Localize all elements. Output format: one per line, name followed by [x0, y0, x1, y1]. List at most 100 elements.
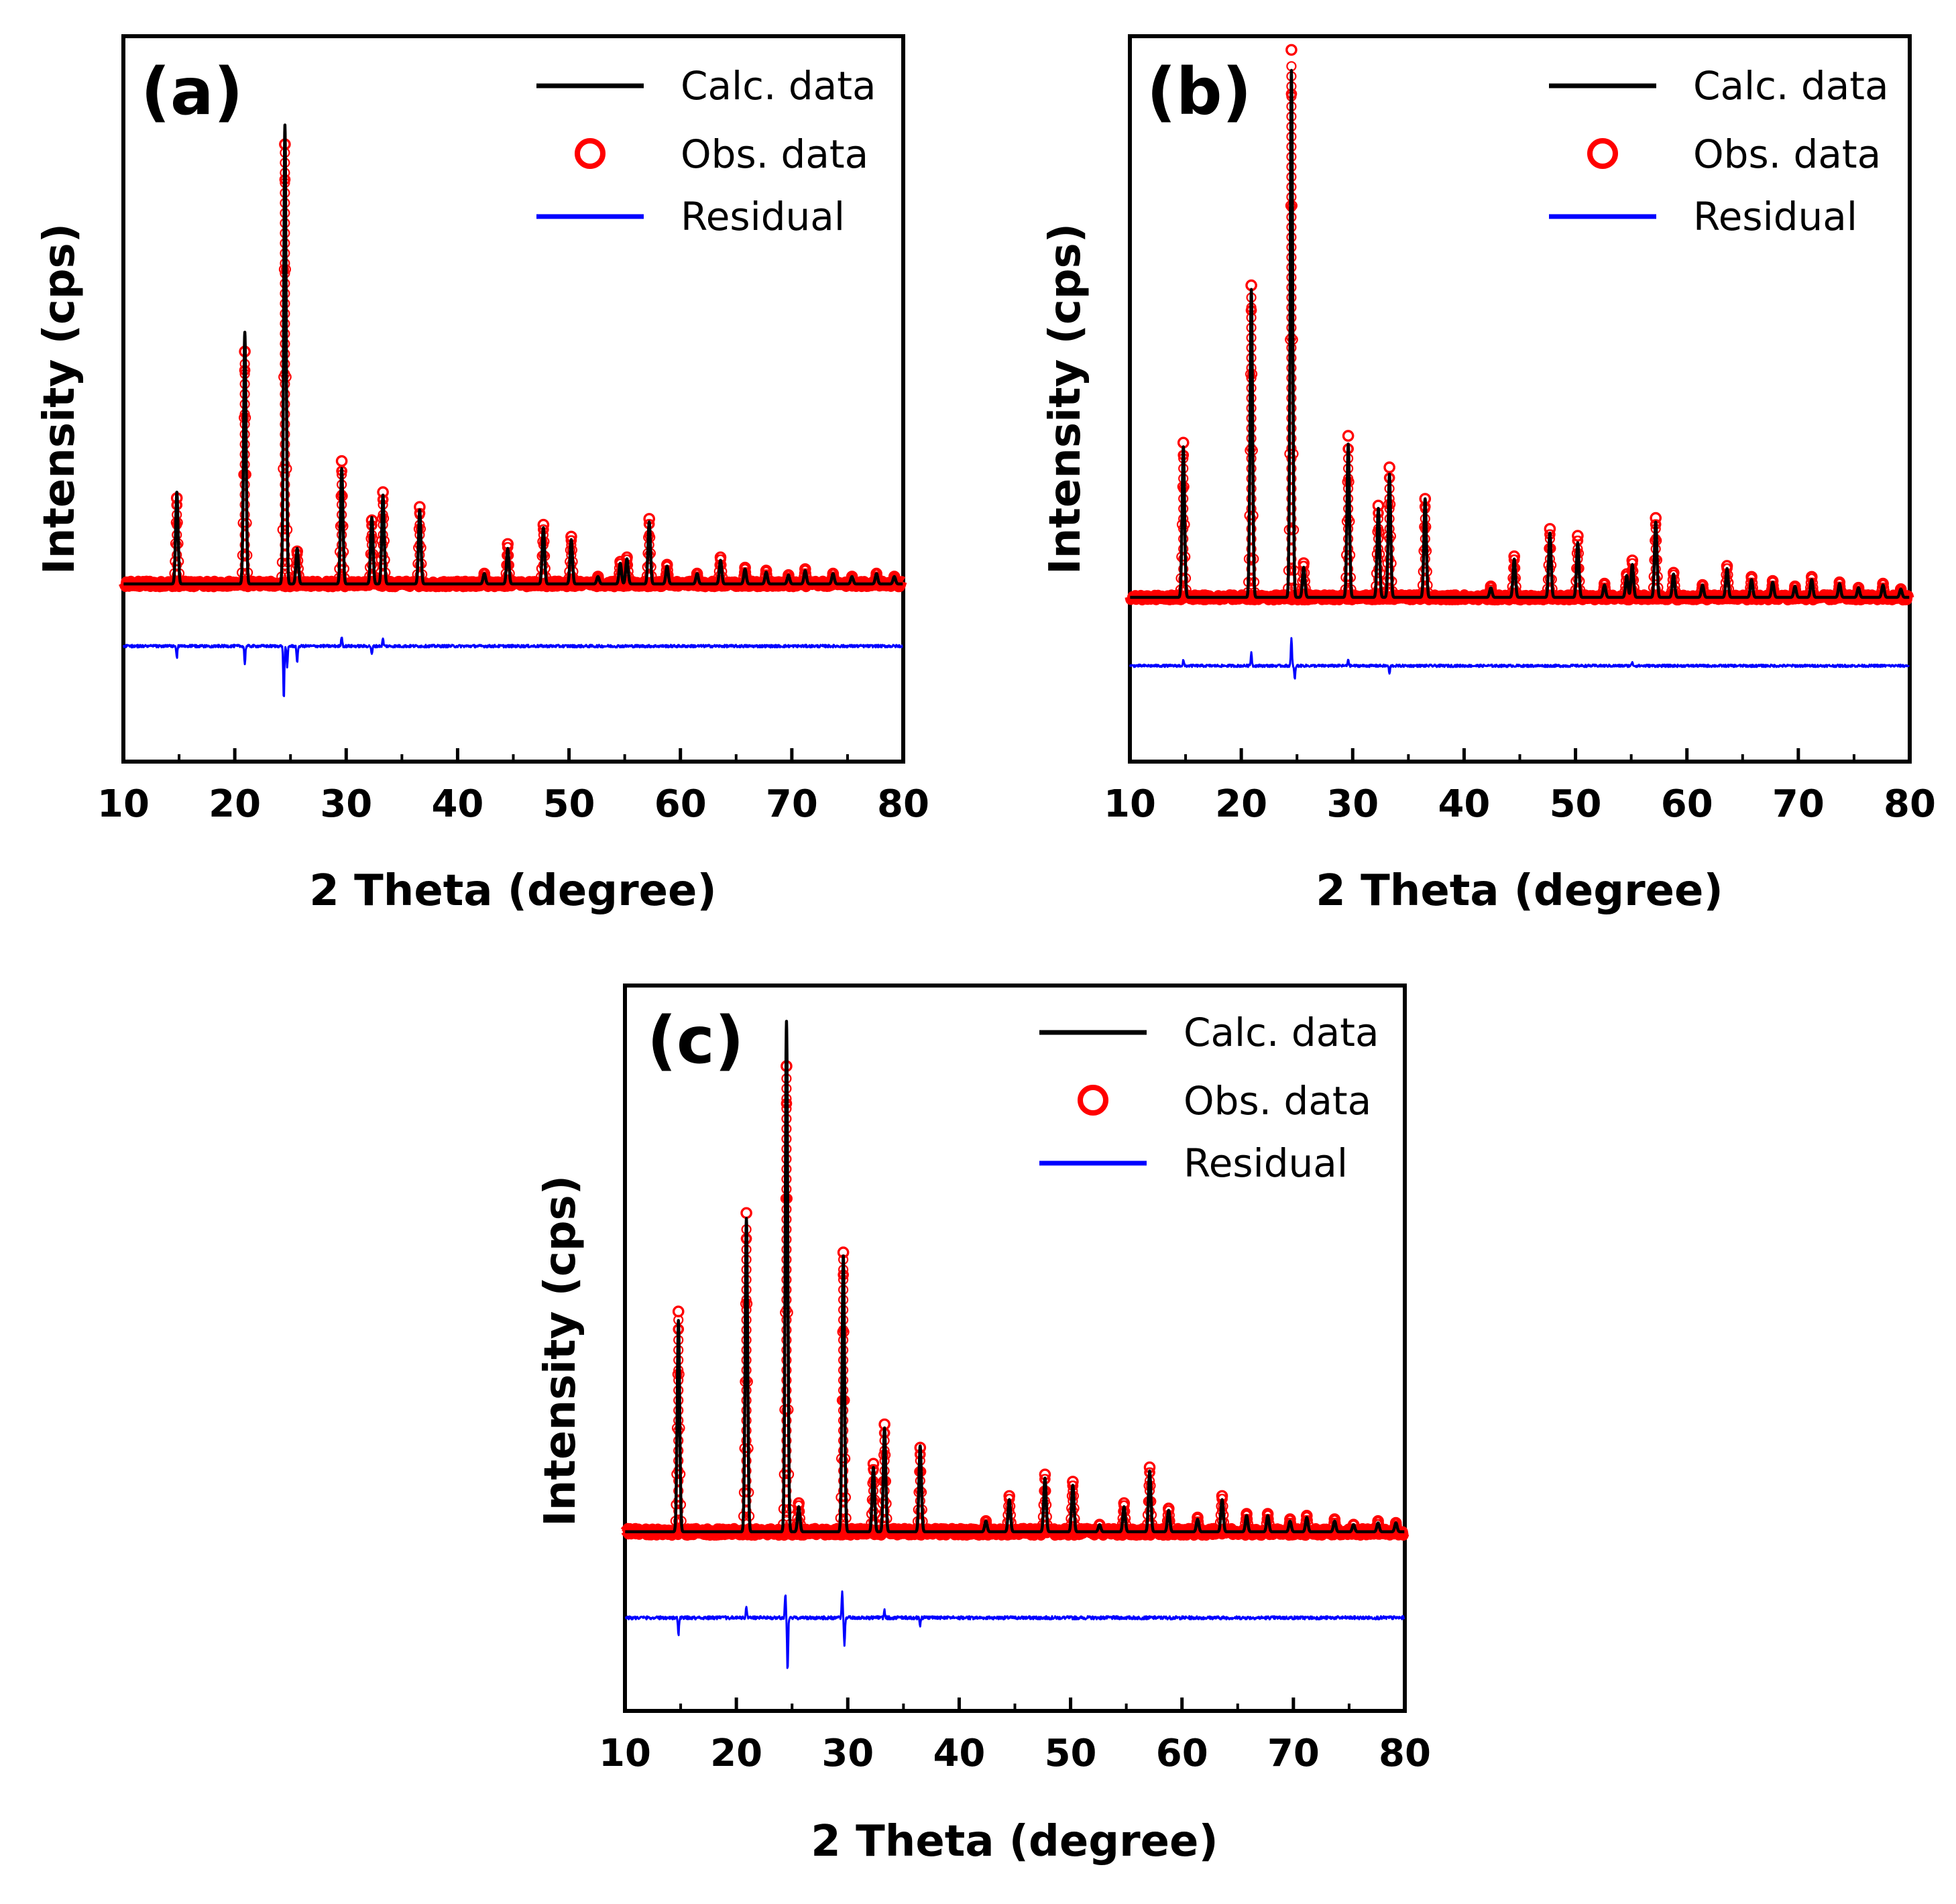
x-axis-title: 2 Theta (degree): [1316, 866, 1723, 916]
obs-point: [239, 550, 250, 560]
obs-point: [1246, 554, 1257, 564]
panel-label: (a): [141, 54, 243, 129]
obs-point: [838, 1476, 849, 1486]
obs-point: [781, 1375, 792, 1386]
obs-point: [1286, 514, 1297, 524]
obs-point: [280, 419, 290, 430]
obs-point: [280, 520, 290, 530]
obs-point: [741, 1466, 752, 1476]
obs-point: [673, 1466, 684, 1476]
x-ticks: 10 20 30 40 50 60 70 80: [599, 1698, 1431, 1775]
obs-point: [414, 570, 425, 581]
obs-point: [1572, 584, 1583, 595]
obs-point: [781, 1445, 792, 1456]
obs-point-peak: [783, 569, 795, 581]
obs-point: [1286, 554, 1297, 564]
obs-point: [1144, 1506, 1155, 1516]
x-tick-label: 10: [97, 782, 150, 826]
x-axis-title: 2 Theta (degree): [811, 1817, 1218, 1866]
obs-point: [366, 560, 378, 571]
obs-point: [673, 1455, 684, 1466]
obs-point: [1178, 574, 1189, 585]
x-tick-label: 10: [599, 1732, 651, 1775]
obs-point: [781, 1305, 792, 1315]
x-tick-label: 20: [1215, 782, 1267, 826]
obs-point: [838, 1455, 849, 1466]
obs-point: [280, 429, 290, 440]
obs-point: [879, 1486, 890, 1496]
legend-label-calc: Calc. data: [1693, 63, 1889, 109]
data-layer: [620, 1020, 1410, 1669]
obs-point: [1286, 443, 1297, 454]
obs-point-peak: [1285, 44, 1298, 56]
obs-point: [741, 1405, 752, 1416]
obs-point: [280, 409, 290, 420]
obs-peak-25: [1389, 1516, 1402, 1531]
obs-point: [1342, 564, 1354, 575]
obs-point: [1246, 524, 1257, 534]
obs-point: [1286, 463, 1297, 474]
obs-point: [1286, 503, 1297, 514]
obs-point: [1286, 483, 1297, 494]
x-ticks: 10 20 30 40 50 60 70 80: [97, 748, 929, 826]
obs-point: [239, 510, 250, 520]
obs-point-peak: [1347, 1519, 1360, 1531]
obs-point: [1286, 413, 1297, 424]
calc-data-line: [1129, 68, 1911, 599]
obs-point: [280, 540, 290, 550]
y-axis-title: Intensity (cps): [536, 1175, 585, 1527]
obs-point: [1342, 544, 1354, 554]
obs-point: [781, 1425, 792, 1436]
obs-point: [1286, 493, 1297, 504]
obs-point: [1286, 393, 1297, 404]
obs-point: [378, 560, 388, 571]
obs-point: [280, 379, 290, 390]
obs-point: [879, 1506, 890, 1516]
obs-point: [1384, 564, 1395, 575]
obs-point: [1286, 524, 1297, 534]
obs-point: [1286, 363, 1297, 373]
x-tick-label: 20: [209, 782, 261, 826]
x-tick-label: 70: [1772, 782, 1825, 826]
obs-point: [1178, 564, 1189, 575]
obs-point: [741, 1496, 752, 1506]
obs-point: [915, 1516, 925, 1527]
legend-label-obs: Obs. data: [1693, 131, 1881, 177]
obs-point: [239, 489, 250, 500]
obs-point: [781, 1345, 792, 1356]
x-tick-label: 40: [1438, 782, 1490, 826]
obs-point: [1286, 534, 1297, 544]
obs-point: [1286, 383, 1297, 394]
obs-point: [741, 1455, 752, 1466]
obs-point: [1246, 483, 1257, 494]
obs-point: [1544, 584, 1555, 595]
obs-point: [280, 469, 290, 480]
chart-panel-b: 10 20 30 40 50 60 70 80 (b) 2 Theta (degree) In…: [1041, 34, 1936, 916]
obs-point: [741, 1415, 752, 1426]
obs-point: [239, 530, 250, 540]
obs-point-peak: [1389, 1516, 1402, 1529]
obs-point: [414, 550, 425, 560]
obs-point: [172, 560, 182, 571]
obs-point: [337, 560, 347, 571]
obs-point: [1246, 493, 1257, 504]
legend-label-calc: Calc. data: [681, 63, 876, 109]
residual-line: [122, 636, 903, 697]
obs-point: [378, 550, 388, 560]
obs-point: [673, 1445, 684, 1456]
obs-point: [280, 510, 290, 520]
data-layer: [1125, 44, 1914, 680]
chart-panel-a: 10 20 30 40 50 60 70 80 (a) 2 Theta (degree) In…: [35, 34, 929, 916]
obs-point: [1068, 1516, 1078, 1527]
obs-point-peak: [1094, 1519, 1106, 1531]
obs-point: [239, 560, 250, 571]
obs-point: [781, 1355, 792, 1366]
obs-point: [838, 1506, 849, 1516]
obs-point-peak: [846, 571, 858, 583]
obs-point: [1650, 564, 1661, 575]
obs-point-peak: [335, 455, 348, 467]
obs-point: [838, 1486, 849, 1496]
obs-point: [1342, 534, 1354, 544]
y-axis-title: Intensity (cps): [1041, 223, 1090, 575]
obs-point: [172, 570, 182, 581]
